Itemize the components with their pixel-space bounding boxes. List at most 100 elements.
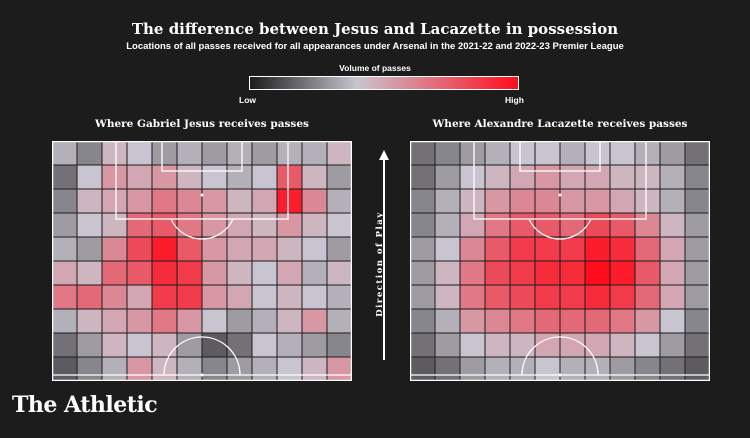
heatmap-cell	[609, 141, 636, 166]
lacazette-heatmap	[410, 141, 710, 381]
heatmap-cell	[301, 260, 328, 286]
heatmap-cell	[410, 308, 436, 334]
heatmap-cell	[484, 308, 511, 334]
penalty-arc	[528, 218, 592, 240]
heatmap-cell	[176, 188, 203, 214]
chart-title: The difference between Jesus and Lacazet…	[131, 20, 619, 38]
heatmap-cell	[534, 212, 561, 238]
heatmap-cell	[126, 141, 153, 166]
heatmap-cell	[226, 332, 253, 358]
heatmap-cell	[584, 212, 611, 238]
heatmap-cell	[484, 356, 511, 381]
heatmap-cell	[684, 141, 710, 166]
heatmap-cell	[226, 284, 253, 310]
heatmap-cell	[659, 356, 686, 381]
heatmap-cell	[201, 188, 228, 214]
heatmap-cell	[76, 356, 103, 381]
heatmap-cell	[459, 260, 486, 286]
heatmap-cell	[484, 164, 511, 190]
six-yard-box	[519, 141, 601, 172]
heatmap-cell	[126, 236, 153, 262]
heatmap-cell	[509, 164, 536, 190]
heatmap-cell	[634, 284, 661, 310]
heatmap-cell	[326, 332, 352, 358]
heatmap-cell	[434, 212, 461, 238]
heatmap-cell	[201, 356, 228, 381]
heatmap-cell	[684, 236, 710, 262]
heatmap-cell	[410, 260, 436, 286]
heatmap-cell	[151, 332, 178, 358]
heatmap-cell	[251, 260, 278, 286]
centre-spot	[200, 373, 204, 377]
heatmap-cell	[410, 188, 436, 214]
heatmap-cell	[101, 332, 128, 358]
heatmap-cell	[126, 284, 153, 310]
heatmap-cell	[301, 212, 328, 238]
direction-label: Direction of Play	[375, 211, 385, 317]
lacazette-panel-title: Where Alexandre Lacazette receives passe…	[432, 118, 688, 130]
heatmap-cell	[609, 284, 636, 310]
heatmap-cell	[509, 260, 536, 286]
heatmap-cell	[609, 332, 636, 358]
heatmap-cell	[126, 164, 153, 190]
heatmap-cell	[659, 260, 686, 286]
jesus-heatmap	[52, 141, 352, 381]
heatmap-cell	[276, 236, 303, 262]
heatmap-cell	[459, 284, 486, 310]
heatmap-cell	[226, 236, 253, 262]
heatmap-cell	[459, 236, 486, 262]
heatmap-cell	[326, 141, 352, 166]
heatmap-cell	[484, 188, 511, 214]
heatmap-cell	[101, 260, 128, 286]
heatmap-cell	[52, 356, 78, 381]
heatmap-cell	[509, 188, 536, 214]
heatmap-cell	[201, 212, 228, 238]
heatmap-cell	[301, 284, 328, 310]
heatmap-cell	[176, 356, 203, 381]
heatmap-cell	[276, 332, 303, 358]
heatmap-cell	[509, 141, 536, 166]
heatmap-cell	[609, 308, 636, 334]
heatmap-cell	[559, 141, 586, 166]
heatmap-cell	[459, 308, 486, 334]
heatmap-cell	[684, 356, 710, 381]
heatmap-cell	[684, 164, 710, 190]
heatmap-cell	[251, 141, 278, 166]
heatmap-cell	[559, 212, 586, 238]
heatmap-cell	[534, 188, 561, 214]
heatmap-cell	[151, 141, 178, 166]
heatmap-cell	[176, 212, 203, 238]
heatmap-cell	[410, 284, 436, 310]
heatmap-cell	[101, 236, 128, 262]
heatmap-cell	[326, 236, 352, 262]
heatmap-cell	[151, 164, 178, 190]
heatmap-cell	[301, 141, 328, 166]
heatmap-cell	[176, 284, 203, 310]
heatmap-cell	[584, 332, 611, 358]
heatmap-cell	[326, 260, 352, 286]
heatmap-cell	[251, 188, 278, 214]
heatmap-cell	[534, 284, 561, 310]
heatmap-cell	[509, 332, 536, 358]
heatmap-cell	[634, 356, 661, 381]
heatmap-cell	[434, 164, 461, 190]
heatmap-cell	[534, 164, 561, 190]
heatmap-cell	[434, 141, 461, 166]
heatmap-cell	[559, 260, 586, 286]
penalty-spot	[200, 193, 204, 197]
heatmap-cell	[459, 356, 486, 381]
heatmap-cell	[101, 356, 128, 381]
heatmap-cell	[226, 260, 253, 286]
direction-of-play: Direction of Play	[373, 150, 395, 360]
heatmap-cell	[684, 188, 710, 214]
heatmap-cell	[226, 308, 253, 334]
heatmap-cell	[659, 332, 686, 358]
heatmap-cell	[484, 332, 511, 358]
heatmap-cell	[609, 164, 636, 190]
heatmap-cell	[126, 308, 153, 334]
heatmap-cell	[101, 308, 128, 334]
heatmap-cell	[509, 308, 536, 334]
heatmap-cell	[276, 212, 303, 238]
heatmap-cell	[410, 141, 436, 166]
heatmap-cell	[459, 141, 486, 166]
